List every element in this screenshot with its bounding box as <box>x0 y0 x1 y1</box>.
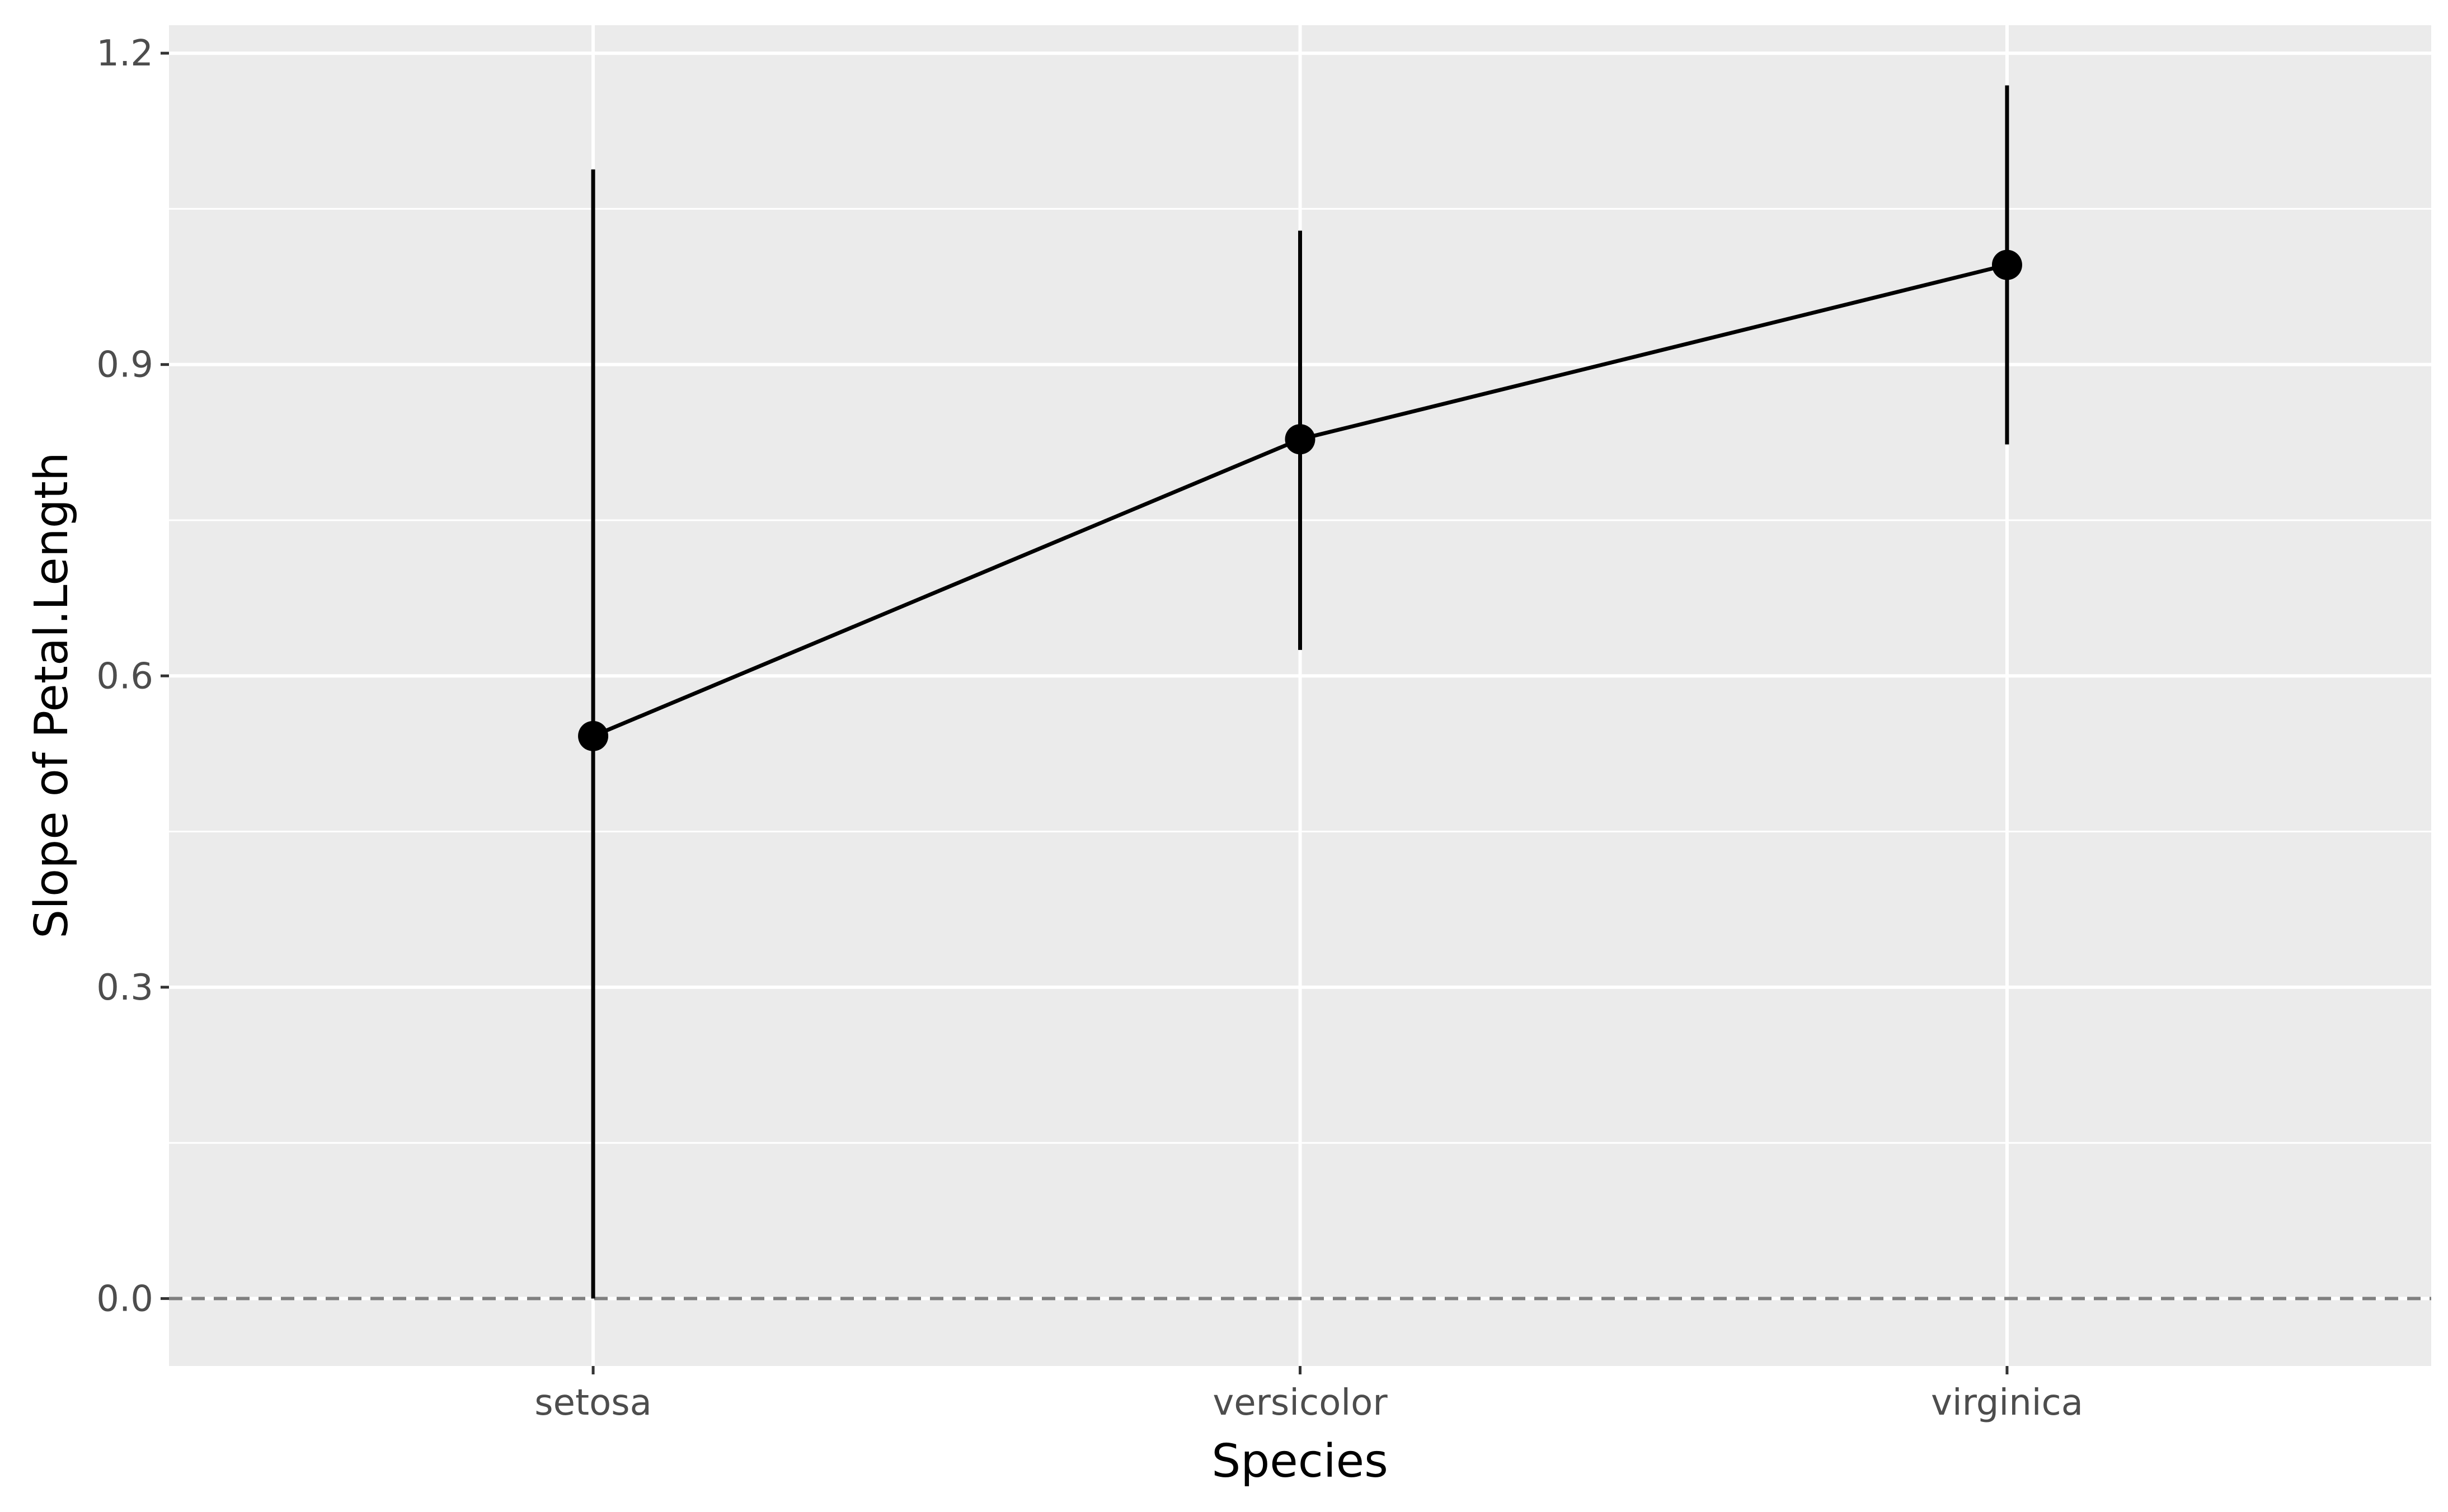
y-tick-label: 0.0 <box>96 1278 153 1320</box>
y-tick-label: 1.2 <box>96 33 153 74</box>
y-tick-label: 0.9 <box>96 345 153 386</box>
data-point-versicolor <box>1285 424 1315 455</box>
x-tick-label: versicolor <box>1213 1382 1388 1424</box>
data-points <box>578 249 2022 751</box>
x-axis-title: Species <box>1211 1435 1388 1488</box>
y-axis: 0.0 0.3 0.6 0.9 1.2 <box>96 33 169 1320</box>
x-tick-label: virginica <box>1931 1382 2083 1424</box>
y-tick-label: 0.3 <box>96 967 153 1009</box>
data-point-setosa <box>578 720 609 751</box>
data-point-virginica <box>1991 249 2022 280</box>
x-axis: setosa versicolor virginica <box>534 1366 2083 1424</box>
x-tick-label: setosa <box>534 1382 652 1424</box>
y-tick-label: 0.6 <box>96 656 153 697</box>
y-axis-title: Slope of Petal.Length <box>25 452 78 939</box>
